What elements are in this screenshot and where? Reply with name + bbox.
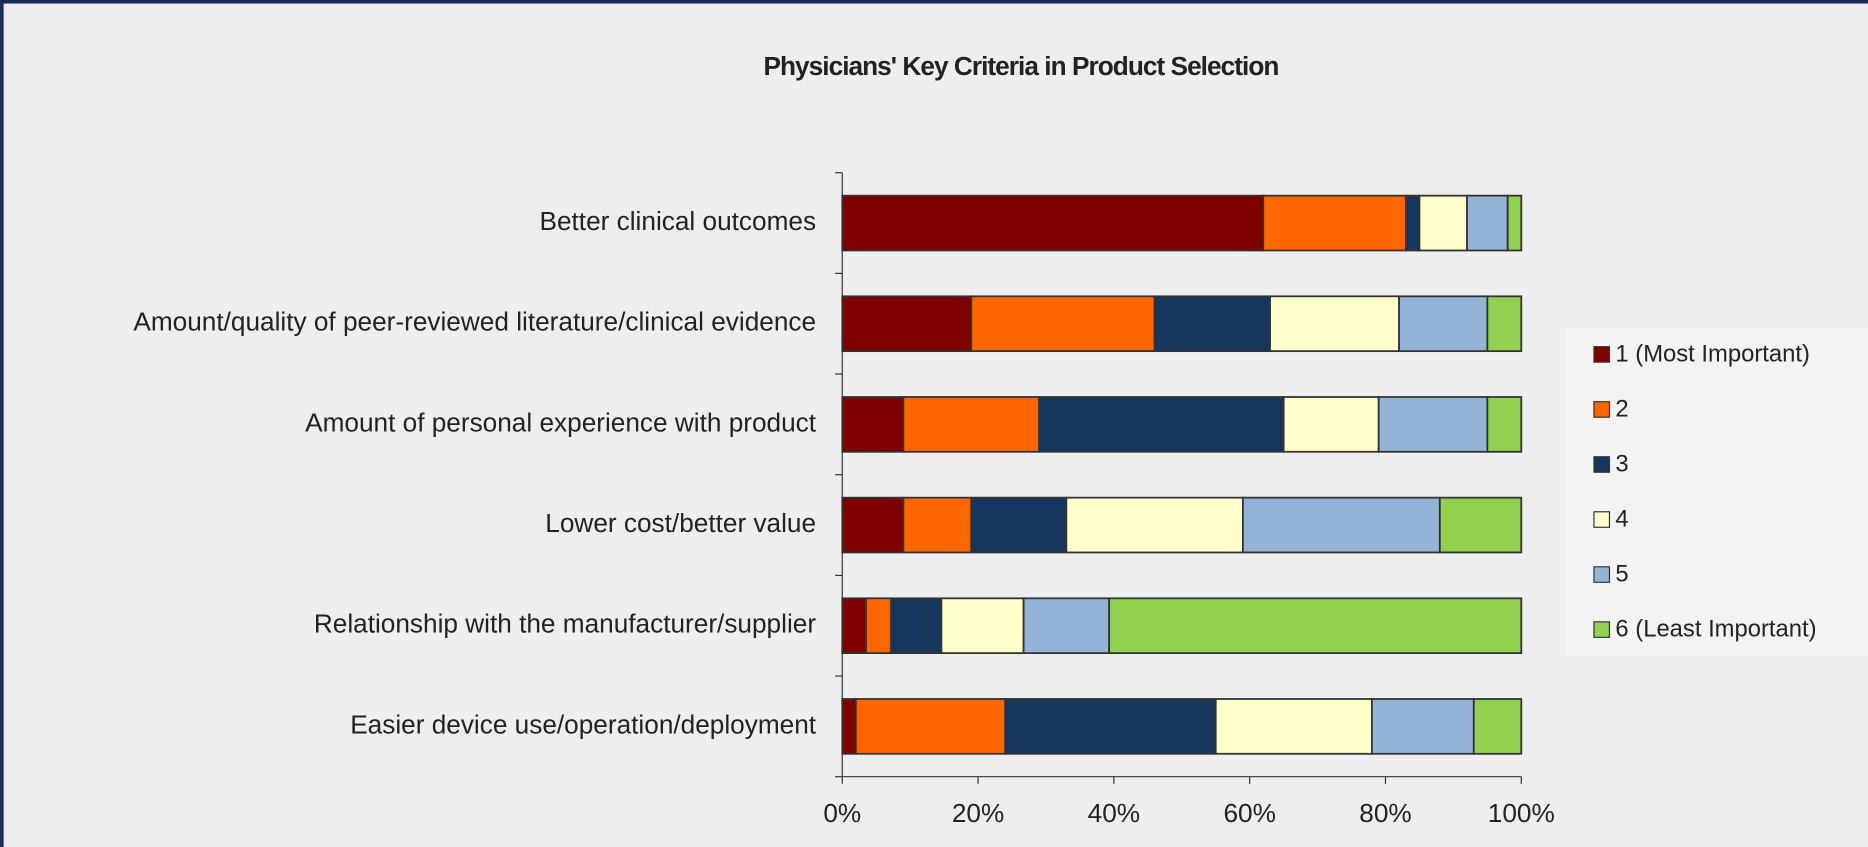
legend-label: 3 bbox=[1615, 450, 1628, 477]
bar-segment bbox=[841, 396, 905, 453]
bar-segment bbox=[902, 496, 973, 554]
bar-segment bbox=[1022, 597, 1111, 655]
bar-segment bbox=[1242, 496, 1441, 554]
bar-segment bbox=[1404, 194, 1421, 252]
legend-label: 6 (Least Important) bbox=[1615, 615, 1816, 642]
bar-segment bbox=[1398, 295, 1489, 353]
legend-label: 1 (Most Important) bbox=[1615, 340, 1810, 367]
x-tick-label: 80% bbox=[1359, 798, 1411, 828]
legend-swatch bbox=[1593, 621, 1611, 638]
bar-segment bbox=[1065, 496, 1244, 554]
bar-segment bbox=[1486, 396, 1523, 453]
bar-segment bbox=[1486, 295, 1523, 353]
bar-segment bbox=[865, 597, 893, 655]
bar-segment bbox=[970, 496, 1068, 554]
bar-segment bbox=[1262, 194, 1407, 252]
y-tick-label: Easier device use/operation/deployment bbox=[350, 709, 817, 739]
bar-segment bbox=[1418, 194, 1468, 252]
bar-segment bbox=[902, 396, 1041, 453]
bar-segment bbox=[1004, 698, 1217, 755]
bar-segment bbox=[1038, 396, 1285, 453]
bar-segment bbox=[1282, 396, 1380, 453]
legend-swatch bbox=[1593, 401, 1611, 418]
legend-label: 4 bbox=[1615, 505, 1628, 532]
bar-segment bbox=[1371, 698, 1475, 755]
chart-title: Physicians' Key Criteria in Product Sele… bbox=[764, 51, 1279, 81]
bar-segment bbox=[854, 698, 1007, 755]
legend-swatch bbox=[1593, 511, 1611, 528]
bar-segment bbox=[841, 597, 867, 655]
x-tick-label: 60% bbox=[1223, 798, 1275, 828]
bar-segment bbox=[841, 698, 857, 755]
y-tick-label: Lower cost/better value bbox=[545, 508, 816, 538]
y-tick-label: Relationship with the manufacturer/suppl… bbox=[314, 609, 816, 639]
x-tick-label: 0% bbox=[823, 798, 861, 828]
bar-segment bbox=[1153, 295, 1271, 353]
bar-segment bbox=[841, 496, 905, 554]
bar-segment bbox=[1108, 597, 1523, 655]
x-tick-label: 40% bbox=[1088, 798, 1140, 828]
bar-segment bbox=[1466, 194, 1509, 252]
bar-segment bbox=[940, 597, 1025, 655]
legend-swatch bbox=[1593, 456, 1611, 473]
bar-segment bbox=[890, 597, 943, 655]
x-tick-label: 100% bbox=[1488, 798, 1555, 828]
bar-segment bbox=[1269, 295, 1400, 353]
legend-swatch bbox=[1593, 346, 1611, 363]
y-tick-label: Better clinical outcomes bbox=[540, 206, 817, 236]
legend-label: 5 bbox=[1615, 560, 1628, 587]
bar-segment bbox=[1377, 396, 1489, 453]
y-tick-label: Amount/quality of peer-reviewed literatu… bbox=[133, 307, 816, 337]
y-tick-label: Amount of personal experience with produ… bbox=[305, 407, 817, 437]
bar-segment bbox=[970, 295, 1156, 353]
bar-segment bbox=[1506, 194, 1523, 252]
legend-box bbox=[1566, 327, 1868, 657]
bar-segment bbox=[1472, 698, 1523, 755]
bar-segment bbox=[841, 194, 1265, 252]
legend-swatch bbox=[1593, 566, 1611, 583]
bar-segment bbox=[1214, 698, 1373, 755]
legend-label: 2 bbox=[1615, 395, 1628, 422]
bar-segment bbox=[841, 295, 973, 353]
x-tick-label: 20% bbox=[952, 798, 1004, 828]
bar-segment bbox=[1438, 496, 1523, 554]
